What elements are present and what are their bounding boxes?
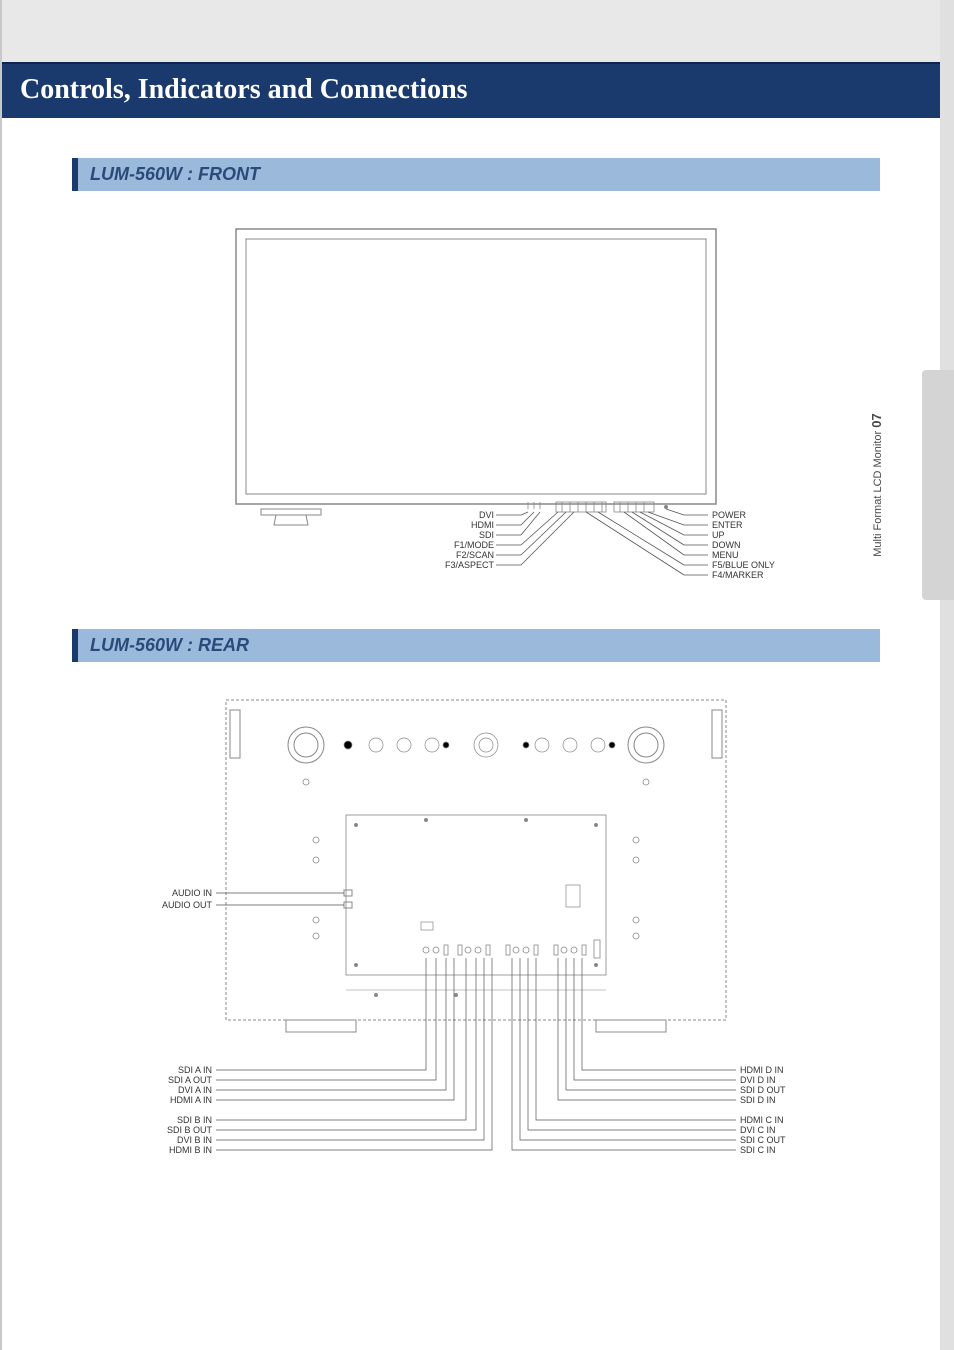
svg-text:F2/SCAN: F2/SCAN — [456, 550, 494, 560]
svg-text:SDI B OUT: SDI B OUT — [167, 1125, 213, 1135]
svg-text:SDI A OUT: SDI A OUT — [168, 1075, 213, 1085]
svg-text:SDI B IN: SDI B IN — [177, 1115, 212, 1125]
svg-text:DOWN: DOWN — [712, 540, 741, 550]
svg-text:F3/ASPECT: F3/ASPECT — [445, 560, 495, 570]
svg-text:HDMI D IN: HDMI D IN — [740, 1065, 784, 1075]
svg-text:ENTER: ENTER — [712, 520, 743, 530]
svg-text:SDI D OUT: SDI D OUT — [740, 1085, 786, 1095]
svg-text:UP: UP — [712, 530, 725, 540]
svg-text:DVI D IN: DVI D IN — [740, 1075, 776, 1085]
svg-text:F5/BLUE ONLY: F5/BLUE ONLY — [712, 560, 775, 570]
svg-text:AUDIO OUT: AUDIO OUT — [162, 900, 213, 910]
section-header-front: LUM-560W : FRONT — [72, 158, 880, 191]
rear-diagram: AUDIO IN AUDIO OUT — [72, 690, 880, 1210]
front-diagram: DVI HDMI SDI F1/MODE F2/SCAN F3/ASPECT P… — [72, 219, 880, 619]
svg-text:SDI C IN: SDI C IN — [740, 1145, 776, 1155]
page-title-bar: Controls, Indicators and Connections — [2, 62, 940, 118]
svg-text:SDI C OUT: SDI C OUT — [740, 1135, 786, 1145]
svg-text:F4/MARKER: F4/MARKER — [712, 570, 764, 580]
svg-text:SDI: SDI — [479, 530, 494, 540]
svg-text:POWER: POWER — [712, 510, 747, 520]
svg-text:HDMI B IN: HDMI B IN — [169, 1145, 212, 1155]
svg-text:F1/MODE: F1/MODE — [454, 540, 494, 550]
svg-text:DVI C IN: DVI C IN — [740, 1125, 776, 1135]
svg-text:DVI A IN: DVI A IN — [178, 1085, 212, 1095]
svg-text:HDMI A IN: HDMI A IN — [170, 1095, 212, 1105]
page-title: Controls, Indicators and Connections — [20, 74, 922, 106]
section-header-rear: LUM-560W : REAR — [72, 629, 880, 662]
svg-text:SDI A IN: SDI A IN — [178, 1065, 212, 1075]
svg-text:HDMI C IN: HDMI C IN — [740, 1115, 784, 1125]
svg-text:HDMI: HDMI — [471, 520, 494, 530]
svg-text:DVI B IN: DVI B IN — [177, 1135, 212, 1145]
svg-text:DVI: DVI — [479, 510, 494, 520]
svg-text:SDI D IN: SDI D IN — [740, 1095, 776, 1105]
svg-text:AUDIO IN: AUDIO IN — [172, 888, 212, 898]
svg-text:MENU: MENU — [712, 550, 739, 560]
